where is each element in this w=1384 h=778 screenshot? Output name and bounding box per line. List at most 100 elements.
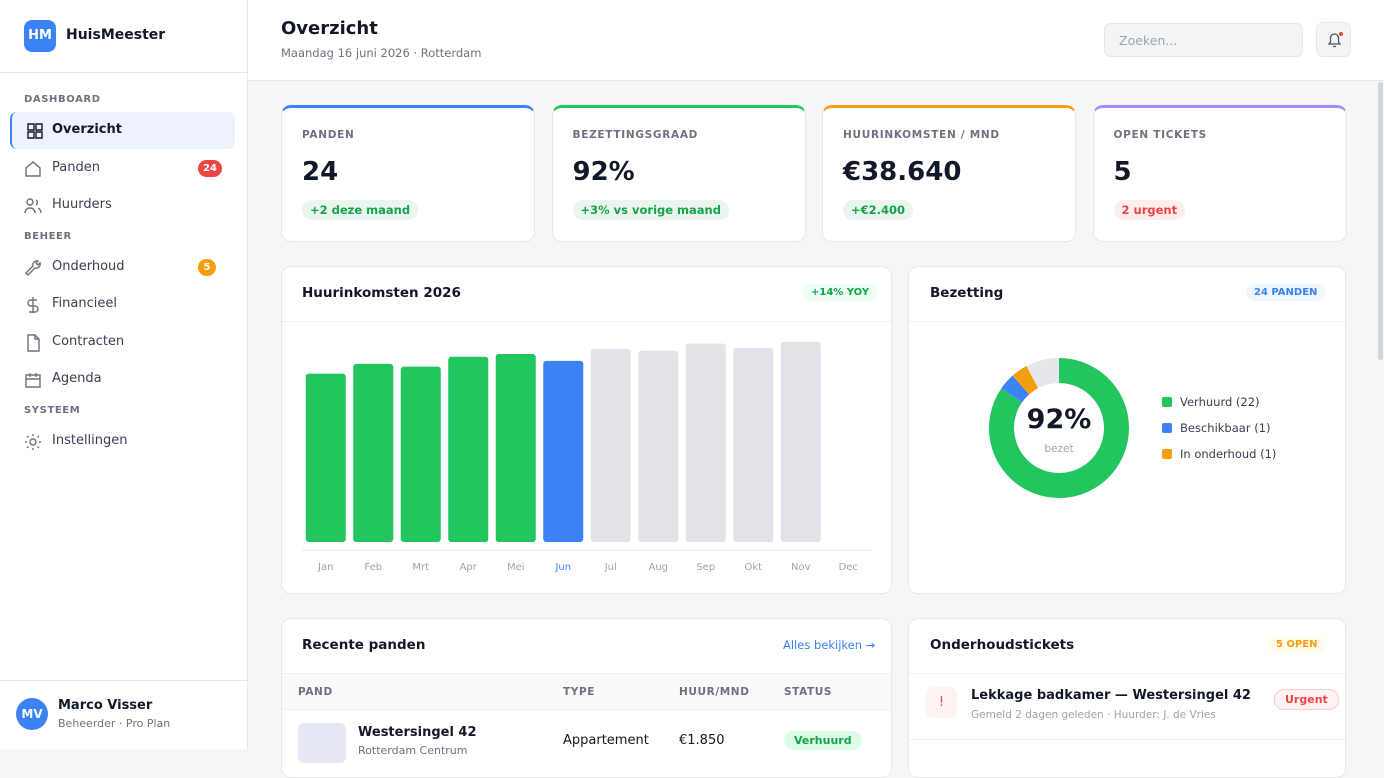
card-title: Huurinkomsten 2026 bbox=[302, 285, 461, 301]
card-title: Bezetting bbox=[930, 285, 1004, 301]
kpi-value: 24 bbox=[302, 157, 339, 187]
brand-name: HuisMeester bbox=[66, 27, 166, 43]
scrollbar[interactable] bbox=[1378, 82, 1383, 360]
x-tick-label: Dec bbox=[839, 562, 858, 573]
property-name: Westersingel 42 bbox=[358, 725, 477, 740]
divider bbox=[909, 739, 1345, 740]
bell-icon bbox=[1327, 32, 1343, 48]
kpi-card: OPEN TICKETS 5 2 urgent bbox=[1092, 105, 1347, 242]
nav-icon bbox=[24, 198, 42, 214]
nav-icon bbox=[27, 297, 39, 313]
bar bbox=[353, 363, 394, 542]
nav-item[interactable]: Financieel bbox=[10, 286, 235, 323]
logo: HM bbox=[24, 20, 56, 52]
bar bbox=[685, 343, 726, 542]
ticket-title[interactable]: Lekkage badkamer — Westersingel 42 bbox=[971, 688, 1251, 703]
yoy-badge: +14% YOY bbox=[803, 284, 878, 301]
page-title: Overzicht bbox=[281, 18, 378, 39]
donut-center-label: bezet bbox=[1044, 443, 1073, 455]
divider bbox=[0, 680, 247, 681]
donut-segment bbox=[1012, 366, 1039, 395]
x-tick-label: Okt bbox=[744, 562, 762, 573]
nav-item[interactable]: Panden 24 bbox=[10, 150, 235, 187]
card-title: Recente panden bbox=[302, 637, 426, 653]
nav-label: Huurders bbox=[52, 197, 112, 212]
bar-chart: Jan Feb Mrt Apr Mei Jun Jul Aug Sep Okt Nov Dec bbox=[302, 341, 872, 573]
x-tick-label: Jan bbox=[317, 562, 333, 573]
legend-label: Verhuurd (22) bbox=[1180, 395, 1260, 409]
x-tick-label: Jun bbox=[554, 562, 571, 573]
x-tick-label: Mrt bbox=[412, 562, 429, 573]
kpi-label: HUURINKOMSTEN / MND bbox=[843, 129, 1000, 141]
nav-section-title: BEHEER bbox=[24, 230, 72, 242]
nav-icon bbox=[27, 123, 43, 139]
column-header: PAND bbox=[298, 686, 333, 698]
search[interactable]: Zoeken... bbox=[1104, 23, 1303, 57]
notifications-button[interactable] bbox=[1316, 22, 1351, 57]
kpi-value: 5 bbox=[1113, 157, 1132, 187]
bar bbox=[400, 366, 441, 542]
bar bbox=[448, 356, 489, 542]
nav-item[interactable]: Onderhoud 5 bbox=[10, 249, 235, 286]
revenue-card: Huurinkomsten 2026 +14% YOY Jan Feb Mrt Apr… bbox=[281, 266, 892, 594]
divider bbox=[909, 321, 1345, 322]
priority-badge: Urgent bbox=[1274, 689, 1339, 710]
legend-label: In onderhoud (1) bbox=[1180, 447, 1276, 461]
open-badge: 5 OPEN bbox=[1268, 636, 1326, 653]
nav-icon bbox=[27, 333, 40, 352]
properties-card: Recente panden Alles bekijken → PAND TYPE… bbox=[281, 618, 892, 778]
avatar[interactable]: MV bbox=[16, 698, 48, 730]
nav-label: Overzicht bbox=[52, 122, 122, 137]
status-badge: Verhuurd bbox=[784, 731, 862, 750]
nav-section-title: SYSTEEM bbox=[24, 404, 81, 416]
card-title: Onderhoudstickets bbox=[930, 637, 1075, 653]
kpi-delta: 2 urgent bbox=[1113, 200, 1186, 220]
column-header: STATUS bbox=[784, 686, 833, 698]
divider bbox=[0, 72, 247, 73]
table-header bbox=[282, 673, 891, 710]
kpi-delta: +2 deze maand bbox=[302, 200, 419, 220]
units-badge: 24 PANDEN bbox=[1246, 284, 1326, 301]
x-tick-label: Sep bbox=[696, 562, 715, 573]
kpi-delta: +3% vs vorige maand bbox=[572, 200, 729, 220]
bar bbox=[543, 360, 584, 542]
kpi-label: BEZETTINGSGRAAD bbox=[572, 129, 699, 141]
nav-label: Onderhoud bbox=[52, 258, 125, 274]
user-name: Marco Visser bbox=[58, 698, 153, 713]
kpi-delta: +€2.400 bbox=[843, 200, 914, 220]
legend-swatch bbox=[1162, 449, 1172, 459]
tickets-card: Onderhoudstickets 5 OPEN ! Lekkage badkam… bbox=[908, 618, 1346, 778]
divider bbox=[909, 673, 1345, 674]
column-header: TYPE bbox=[563, 686, 596, 698]
bar bbox=[495, 353, 536, 542]
nav-section-title: DASHBOARD bbox=[24, 94, 101, 105]
x-tick-label: Nov bbox=[791, 562, 811, 573]
property-thumbnail bbox=[298, 723, 346, 763]
kpi-label: OPEN TICKETS bbox=[1113, 129, 1207, 141]
nav-item[interactable]: Overzicht bbox=[10, 112, 235, 149]
bar bbox=[780, 341, 821, 542]
kpi-value: 92% bbox=[572, 157, 635, 187]
nav-badge: 5 bbox=[198, 258, 216, 276]
nav-icon bbox=[25, 160, 41, 177]
legend-swatch bbox=[1162, 397, 1172, 407]
nav-item[interactable]: Agenda bbox=[10, 361, 235, 398]
nav-item[interactable]: Huurders bbox=[10, 187, 235, 224]
nav-item[interactable]: Contracten bbox=[10, 324, 235, 361]
kpi-card: HUURINKOMSTEN / MND €38.640 +€2.400 bbox=[822, 105, 1076, 242]
donut-segment bbox=[989, 358, 1129, 498]
legend-swatch bbox=[1162, 423, 1172, 433]
donut-chart: 92% bezet Verhuurd (22) Beschikbaar (1) In o… bbox=[989, 358, 1276, 498]
nav-item[interactable]: Instellingen bbox=[10, 423, 235, 460]
property-area: Rotterdam Centrum bbox=[358, 744, 468, 757]
kpi-value: €38.640 bbox=[843, 157, 962, 187]
donut-center-value: 92% bbox=[1027, 404, 1092, 435]
bar bbox=[733, 347, 774, 542]
bar bbox=[590, 348, 631, 542]
column-header: HUUR/MND bbox=[679, 686, 750, 698]
header: Overzicht Maandag 16 juni 2026 · Rotterd… bbox=[248, 0, 1384, 81]
nav-icon bbox=[25, 259, 41, 276]
view-all-link[interactable]: Alles bekijken → bbox=[783, 638, 876, 652]
kpi-card: BEZETTINGSGRAAD 92% +3% vs vorige maand bbox=[551, 105, 806, 242]
